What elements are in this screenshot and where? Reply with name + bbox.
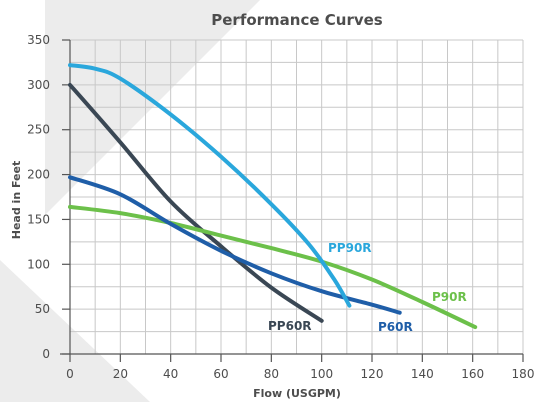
grid xyxy=(69,39,524,355)
x-tick-label: 100 xyxy=(310,367,333,381)
x-tick-label: 180 xyxy=(512,367,534,381)
x-tick-label: 140 xyxy=(411,367,434,381)
y-tick-label: 250 xyxy=(27,123,50,137)
series-label-pp60r: PP60R xyxy=(268,319,312,333)
x-tick-label: 20 xyxy=(113,367,128,381)
series-line-pp90r xyxy=(68,63,352,308)
chart-title: Performance Curves xyxy=(211,11,383,29)
background-decor xyxy=(0,260,150,402)
series-line-p90r xyxy=(68,204,478,330)
x-tick-label: 120 xyxy=(361,367,384,381)
y-tick-label: 350 xyxy=(27,33,50,47)
labels: PP60R P60R PP90R P90R xyxy=(268,241,467,334)
series-label-p60r: P60R xyxy=(378,320,413,334)
series-line-pp60r xyxy=(68,82,324,323)
series-label-pp90r: PP90R xyxy=(328,241,372,255)
series-line-p60r xyxy=(68,175,402,315)
y-axis-title: Head in Feet xyxy=(10,161,23,239)
y-tick-label: 100 xyxy=(27,257,50,271)
series-label-p90r: P90R xyxy=(432,290,467,304)
x-tick-label: 80 xyxy=(264,367,279,381)
series xyxy=(68,63,478,330)
x-tick-label: 0 xyxy=(66,367,74,381)
y-tick-label: 300 xyxy=(27,78,50,92)
x-axis-title: Flow (USGPM) xyxy=(253,387,341,400)
y-tick-label: 0 xyxy=(42,347,50,361)
y-tick-label: 200 xyxy=(27,168,50,182)
x-tick-label: 160 xyxy=(461,367,484,381)
x-tick-label: 60 xyxy=(213,367,228,381)
x-tick-label: 40 xyxy=(163,367,178,381)
axes: 0 50 100 150 200 250 300 350 0 20 40 60 80 100 120 140 1… xyxy=(27,33,534,381)
y-tick-label: 50 xyxy=(35,302,50,316)
y-tick-label: 150 xyxy=(27,212,50,226)
